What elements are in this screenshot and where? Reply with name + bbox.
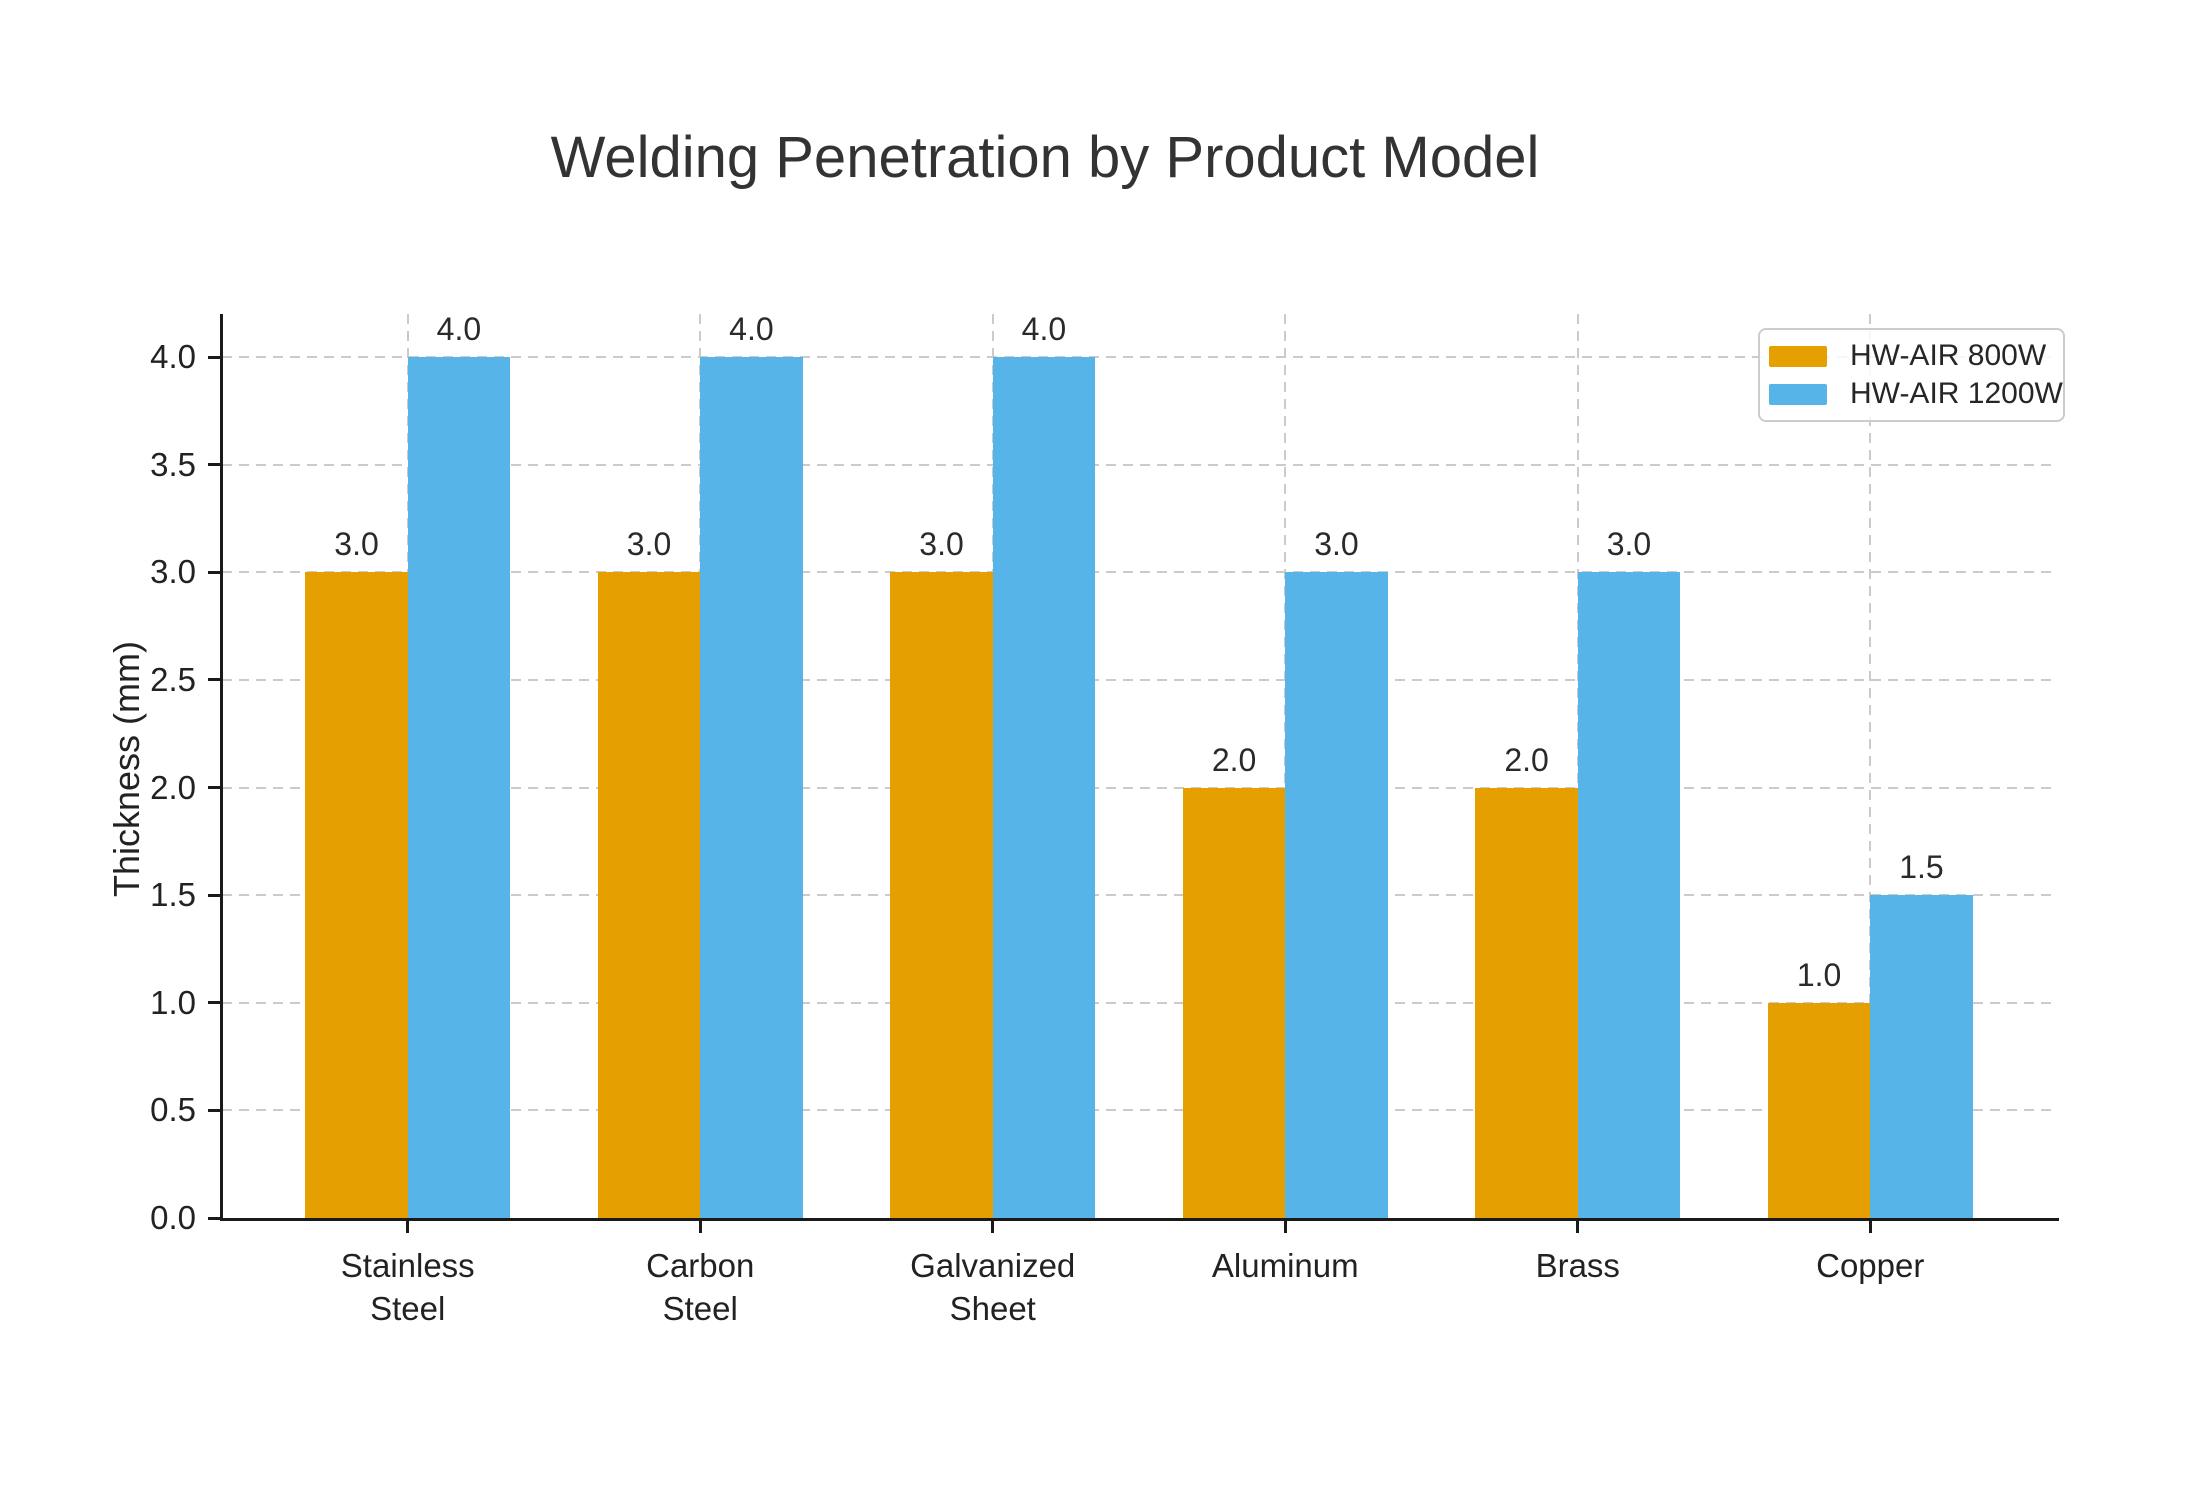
bar-hw-air-800w-carbon-steel <box>597 572 701 1218</box>
h-gridline <box>222 356 2056 359</box>
y-tick <box>208 570 220 574</box>
bar-hw-air-800w-copper <box>1767 1002 1871 1218</box>
bar-value-label: 4.0 <box>436 311 482 348</box>
x-tick-label-copper: Copper <box>1710 1244 2030 1287</box>
x-tick-label-line: Brass <box>1535 1247 1620 1284</box>
bar-hw-air-1200w-stainless-steel <box>407 357 511 1218</box>
y-tick <box>208 463 220 467</box>
x-tick-label-line: Galvanized <box>910 1247 1076 1284</box>
y-tick-label: 0.0 <box>150 1199 196 1236</box>
y-tick-label: 3.0 <box>150 553 196 591</box>
legend-label: HW-AIR 800W <box>1850 339 2047 372</box>
x-tick-label-carbon-steel: Carbon Steel <box>540 1244 860 1330</box>
bar-hw-air-1200w-galvanized-sheet <box>992 357 1096 1218</box>
bar-value-label: 3.0 <box>1314 526 1359 563</box>
x-tick-label-line: Copper <box>1816 1247 1925 1284</box>
legend-item: HW-AIR 1200W <box>1769 377 2063 410</box>
bar-value-label: 4.0 <box>729 311 774 348</box>
y-tick <box>208 1108 220 1112</box>
v-gridline <box>1869 314 1872 1218</box>
legend-swatch-hw-air-800w <box>1769 345 1827 367</box>
bar-hw-air-800w-brass <box>1475 787 1578 1218</box>
y-tick <box>208 355 220 359</box>
y-tick <box>208 1216 220 1220</box>
bar-hw-air-800w-galvanized-sheet <box>890 572 993 1218</box>
x-tick-label-line: Steel <box>662 1290 738 1327</box>
legend: HW-AIR 800W HW-AIR 1200W <box>1758 328 2065 422</box>
y-tick-label: 1.0 <box>150 983 196 1021</box>
bar-hw-air-1200w-copper <box>1870 895 1973 1218</box>
plot-area: 3.0 3.0 3.0 2.0 2.0 1.0 4.0 4.0 4.0 3.0 3.0 1.5 <box>222 311 2056 1218</box>
legend-swatch-hw-air-1200w <box>1769 383 1827 405</box>
x-axis-spine <box>220 1218 2059 1221</box>
bar-value-label: 2.0 <box>1504 741 1549 778</box>
bar-value-label: 1.0 <box>1796 956 1842 993</box>
bar-hw-air-1200w-carbon-steel <box>700 357 803 1218</box>
x-tick <box>1576 1221 1580 1233</box>
bar-value-label: 3.0 <box>334 526 379 563</box>
y-tick-label: 0.5 <box>150 1091 196 1129</box>
y-tick <box>208 893 220 897</box>
x-tick-label-line: Aluminum <box>1211 1247 1359 1284</box>
y-tick-label: 1.5 <box>150 876 196 914</box>
x-tick-label-line: Sheet <box>949 1290 1036 1327</box>
y-tick-label: 2.0 <box>150 768 196 806</box>
bar-hw-air-800w-aluminum <box>1182 787 1286 1218</box>
y-tick-label: 2.5 <box>150 660 196 698</box>
y-tick-label: 4.0 <box>150 338 196 376</box>
y-axis-spine <box>220 314 223 1221</box>
x-tick <box>1283 1221 1287 1233</box>
h-gridline <box>222 786 2056 789</box>
bar-hw-air-800w-stainless-steel <box>305 572 408 1218</box>
x-tick <box>1868 1221 1872 1233</box>
y-tick-label: 3.5 <box>150 445 196 483</box>
bar-value-label: 4.0 <box>1021 311 1067 348</box>
x-tick-label-aluminum: Aluminum <box>1125 1244 1445 1287</box>
legend-item: HW-AIR 800W <box>1769 339 2063 372</box>
bar-value-label: 3.0 <box>919 526 964 563</box>
h-gridline <box>222 1109 2056 1112</box>
x-tick <box>698 1221 702 1233</box>
bar-value-label: 3.0 <box>1606 526 1652 563</box>
x-tick-label-brass: Brass <box>1418 1244 1738 1287</box>
bar-hw-air-1200w-brass <box>1577 572 1681 1218</box>
h-gridline <box>222 1001 2056 1004</box>
h-gridline <box>222 678 2056 681</box>
chart-title: Welding Penetration by Product Model <box>550 125 1540 190</box>
bar-value-label: 1.5 <box>1899 849 1944 886</box>
h-gridline <box>222 463 2056 466</box>
x-tick-label-galvanized-sheet: Galvanized Sheet <box>833 1244 1153 1330</box>
x-tick-label-line: Stainless <box>340 1247 475 1284</box>
y-tick <box>208 786 220 790</box>
bar-value-label: 3.0 <box>626 526 672 563</box>
y-tick <box>208 1001 220 1005</box>
x-tick-label-line: Steel <box>370 1290 446 1327</box>
h-gridline <box>222 571 2056 574</box>
y-tick <box>208 678 220 682</box>
x-tick-label-line: Carbon <box>646 1247 755 1284</box>
x-tick <box>991 1221 995 1233</box>
h-gridline <box>222 894 2056 897</box>
x-tick <box>406 1221 410 1233</box>
bar-hw-air-1200w-aluminum <box>1285 572 1388 1218</box>
legend-label: HW-AIR 1200W <box>1850 377 2063 410</box>
x-tick-label-stainless-steel: Stainless Steel <box>248 1244 568 1330</box>
bar-value-label: 2.0 <box>1211 741 1257 778</box>
